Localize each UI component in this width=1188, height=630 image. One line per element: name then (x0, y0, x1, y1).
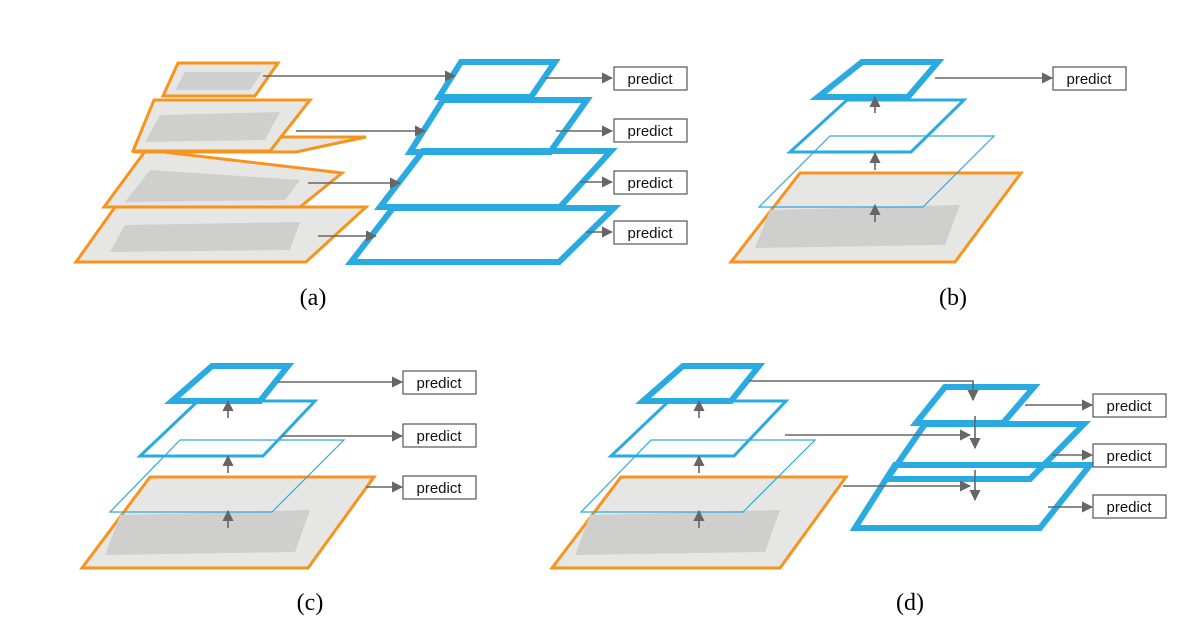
panel-d: predict predict predict (d) (548, 363, 1167, 616)
predict-box-d3: predict (1092, 494, 1167, 519)
predict-label: predict (1106, 398, 1152, 415)
predict-box-a1: predict (613, 66, 688, 91)
panel-b: predict (b) (727, 59, 1127, 311)
feature-map-3 (164, 363, 295, 404)
feature-map-3 (635, 363, 766, 404)
feature-map-2 (786, 98, 968, 154)
predict-label: predict (627, 71, 673, 88)
panel-caption: (a) (300, 285, 327, 311)
feature-map-3 (809, 59, 945, 100)
predict-label: predict (1106, 448, 1152, 465)
topdown-map-2 (881, 421, 1092, 482)
predict-box-c2: predict (402, 423, 477, 448)
feature-map-1 (579, 439, 817, 513)
feature-map-2 (136, 399, 319, 458)
feature-map-1 (344, 205, 622, 265)
predict-box-c3: predict (402, 475, 477, 500)
predict-label: predict (416, 375, 462, 392)
feature-map-4 (433, 59, 561, 100)
panel-caption: (b) (939, 285, 967, 311)
predict-label: predict (627, 175, 673, 192)
predict-label: predict (1106, 499, 1152, 516)
predict-label: predict (1066, 71, 1112, 88)
arrow (749, 380, 979, 402)
feature-map-1 (757, 135, 996, 208)
panel-caption: (d) (896, 590, 924, 616)
panel-caption: (c) (297, 590, 324, 616)
panel-a: predict predict predict predict (a) (73, 59, 688, 311)
topdown-map-1 (849, 462, 1097, 531)
predict-box-c1: predict (402, 370, 477, 395)
predict-box-a4: predict (613, 220, 688, 245)
predict-label: predict (627, 123, 673, 140)
feature-map-1 (108, 439, 346, 513)
predict-box-b1: predict (1052, 66, 1127, 91)
predict-label: predict (416, 428, 462, 445)
panel-c: predict predict predict (c) (79, 363, 477, 616)
feature-map-2 (373, 148, 618, 210)
image-pyramid (73, 61, 370, 264)
topdown-map-3 (909, 384, 1041, 426)
predict-box-d2: predict (1092, 443, 1167, 468)
predict-box-a3: predict (613, 170, 688, 195)
feature-maps (344, 59, 622, 265)
feature-map-3 (404, 97, 593, 155)
predict-label: predict (627, 225, 673, 242)
predict-box-a2: predict (613, 118, 688, 143)
predict-box-d1: predict (1092, 393, 1167, 418)
feature-map-2 (607, 399, 790, 458)
predict-label: predict (416, 480, 462, 497)
